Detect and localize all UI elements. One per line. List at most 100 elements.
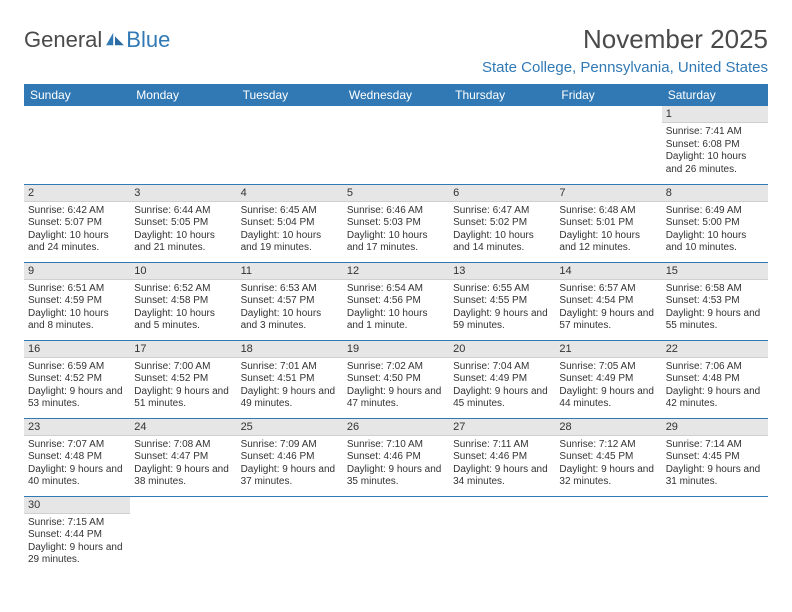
calendar-cell-empty [237, 496, 343, 574]
day-number: 4 [237, 185, 343, 202]
daylight-text: Daylight: 9 hours and 47 minutes. [347, 386, 445, 411]
calendar-week: 1Sunrise: 7:41 AMSunset: 6:08 PMDaylight… [24, 106, 768, 184]
calendar-cell: 23Sunrise: 7:07 AMSunset: 4:48 PMDayligh… [24, 418, 130, 496]
day-body: Sunrise: 6:47 AMSunset: 5:02 PMDaylight:… [449, 202, 555, 259]
page-title: November 2025 [583, 24, 768, 55]
day-body: Sunrise: 7:00 AMSunset: 4:52 PMDaylight:… [130, 358, 236, 415]
sunrise-text: Sunrise: 7:11 AM [453, 439, 551, 452]
day-body: Sunrise: 7:08 AMSunset: 4:47 PMDaylight:… [130, 436, 236, 493]
sunset-text: Sunset: 4:52 PM [134, 373, 232, 386]
day-body: Sunrise: 7:41 AMSunset: 6:08 PMDaylight:… [662, 123, 768, 180]
calendar-cell: 5Sunrise: 6:46 AMSunset: 5:03 PMDaylight… [343, 184, 449, 262]
sunset-text: Sunset: 4:51 PM [241, 373, 339, 386]
calendar-cell: 14Sunrise: 6:57 AMSunset: 4:54 PMDayligh… [555, 262, 661, 340]
sunrise-text: Sunrise: 6:52 AM [134, 283, 232, 296]
calendar-cell: 8Sunrise: 6:49 AMSunset: 5:00 PMDaylight… [662, 184, 768, 262]
day-number: 18 [237, 341, 343, 358]
calendar-cell: 22Sunrise: 7:06 AMSunset: 4:48 PMDayligh… [662, 340, 768, 418]
daylight-text: Daylight: 9 hours and 34 minutes. [453, 464, 551, 489]
day-number: 6 [449, 185, 555, 202]
calendar-cell-empty [662, 496, 768, 574]
daylight-text: Daylight: 10 hours and 26 minutes. [666, 151, 764, 176]
calendar-cell: 15Sunrise: 6:58 AMSunset: 4:53 PMDayligh… [662, 262, 768, 340]
sunrise-text: Sunrise: 7:14 AM [666, 439, 764, 452]
sunrise-text: Sunrise: 6:46 AM [347, 205, 445, 218]
sunrise-text: Sunrise: 7:01 AM [241, 361, 339, 374]
calendar-cell: 24Sunrise: 7:08 AMSunset: 4:47 PMDayligh… [130, 418, 236, 496]
header: General Blue November 2025 [24, 24, 768, 55]
sunrise-text: Sunrise: 6:59 AM [28, 361, 126, 374]
day-body: Sunrise: 7:01 AMSunset: 4:51 PMDaylight:… [237, 358, 343, 415]
sunset-text: Sunset: 4:49 PM [559, 373, 657, 386]
day-body: Sunrise: 7:04 AMSunset: 4:49 PMDaylight:… [449, 358, 555, 415]
day-number: 5 [343, 185, 449, 202]
calendar-cell: 29Sunrise: 7:14 AMSunset: 4:45 PMDayligh… [662, 418, 768, 496]
day-body: Sunrise: 7:06 AMSunset: 4:48 PMDaylight:… [662, 358, 768, 415]
daylight-text: Daylight: 9 hours and 44 minutes. [559, 386, 657, 411]
calendar-cell: 9Sunrise: 6:51 AMSunset: 4:59 PMDaylight… [24, 262, 130, 340]
day-body: Sunrise: 6:49 AMSunset: 5:00 PMDaylight:… [662, 202, 768, 259]
calendar-week: 9Sunrise: 6:51 AMSunset: 4:59 PMDaylight… [24, 262, 768, 340]
daylight-text: Daylight: 10 hours and 24 minutes. [28, 230, 126, 255]
day-body: Sunrise: 7:09 AMSunset: 4:46 PMDaylight:… [237, 436, 343, 493]
daylight-text: Daylight: 9 hours and 42 minutes. [666, 386, 764, 411]
sunrise-text: Sunrise: 6:44 AM [134, 205, 232, 218]
calendar-week: 16 Sunrise: 6:59 AM Sunset: 4:52 PM Dayligh… [24, 340, 768, 418]
daylight-text: Daylight: 10 hours and 21 minutes. [134, 230, 232, 255]
calendar-cell-empty [130, 496, 236, 574]
calendar-cell-empty [449, 106, 555, 184]
day-number: 30 [24, 497, 130, 514]
day-body: Sunrise: 7:12 AMSunset: 4:45 PMDaylight:… [555, 436, 661, 493]
sunrise-text: Sunrise: 6:57 AM [559, 283, 657, 296]
sunrise-text: Sunrise: 7:15 AM [28, 517, 126, 530]
day-number: 13 [449, 263, 555, 280]
daylight-text: Daylight: 9 hours and 38 minutes. [134, 464, 232, 489]
day-number: 17 [130, 341, 236, 358]
sunset-text: Sunset: 4:59 PM [28, 295, 126, 308]
daylight-text: Daylight: 10 hours and 17 minutes. [347, 230, 445, 255]
sunset-text: Sunset: 5:00 PM [666, 217, 764, 230]
daylight-text: Daylight: 9 hours and 59 minutes. [453, 308, 551, 333]
sunset-text: Sunset: 4:54 PM [559, 295, 657, 308]
day-number: 2 [24, 185, 130, 202]
day-body: Sunrise: 6:55 AMSunset: 4:55 PMDaylight:… [449, 280, 555, 337]
sunrise-text: Sunrise: 7:07 AM [28, 439, 126, 452]
day-body: Sunrise: 7:11 AMSunset: 4:46 PMDaylight:… [449, 436, 555, 493]
calendar-cell: 3Sunrise: 6:44 AMSunset: 5:05 PMDaylight… [130, 184, 236, 262]
day-number: 12 [343, 263, 449, 280]
sunset-text: Sunset: 4:56 PM [347, 295, 445, 308]
daylight-text: Daylight: 10 hours and 14 minutes. [453, 230, 551, 255]
sunset-text: Sunset: 4:47 PM [134, 451, 232, 464]
daylight-text: Daylight: 10 hours and 3 minutes. [241, 308, 339, 333]
calendar-cell: 26Sunrise: 7:10 AMSunset: 4:46 PMDayligh… [343, 418, 449, 496]
sunset-text: Sunset: 4:44 PM [28, 529, 126, 542]
sunset-text: Sunset: 5:04 PM [241, 217, 339, 230]
daylight-text: Daylight: 9 hours and 31 minutes. [666, 464, 764, 489]
daylight-text: Daylight: 9 hours and 32 minutes. [559, 464, 657, 489]
day-body: Sunrise: 7:10 AMSunset: 4:46 PMDaylight:… [343, 436, 449, 493]
calendar-cell: 2Sunrise: 6:42 AMSunset: 5:07 PMDaylight… [24, 184, 130, 262]
day-header-saturday: Saturday [662, 84, 768, 106]
sunrise-text: Sunrise: 6:42 AM [28, 205, 126, 218]
calendar-week: 30Sunrise: 7:15 AMSunset: 4:44 PMDayligh… [24, 496, 768, 574]
sunset-text: Sunset: 4:46 PM [347, 451, 445, 464]
calendar-cell: 6Sunrise: 6:47 AMSunset: 5:02 PMDaylight… [449, 184, 555, 262]
sunset-text: Sunset: 4:45 PM [666, 451, 764, 464]
sunrise-text: Sunrise: 7:08 AM [134, 439, 232, 452]
calendar-cell: 18Sunrise: 7:01 AMSunset: 4:51 PMDayligh… [237, 340, 343, 418]
sunset-text: Sunset: 4:58 PM [134, 295, 232, 308]
day-number: 16 [24, 341, 130, 358]
sunrise-text: Sunrise: 7:12 AM [559, 439, 657, 452]
day-number: 20 [449, 341, 555, 358]
day-number: 10 [130, 263, 236, 280]
daylight-text: Daylight: 9 hours and 55 minutes. [666, 308, 764, 333]
daylight-text: Daylight: 10 hours and 19 minutes. [241, 230, 339, 255]
day-header-sunday: Sunday [24, 84, 130, 106]
calendar-cell-empty [343, 106, 449, 184]
daylight-text: Daylight: 9 hours and 57 minutes. [559, 308, 657, 333]
day-header-wednesday: Wednesday [343, 84, 449, 106]
calendar-cell-empty [130, 106, 236, 184]
calendar-cell: 11Sunrise: 6:53 AMSunset: 4:57 PMDayligh… [237, 262, 343, 340]
sunrise-text: Sunrise: 6:45 AM [241, 205, 339, 218]
day-number: 7 [555, 185, 661, 202]
